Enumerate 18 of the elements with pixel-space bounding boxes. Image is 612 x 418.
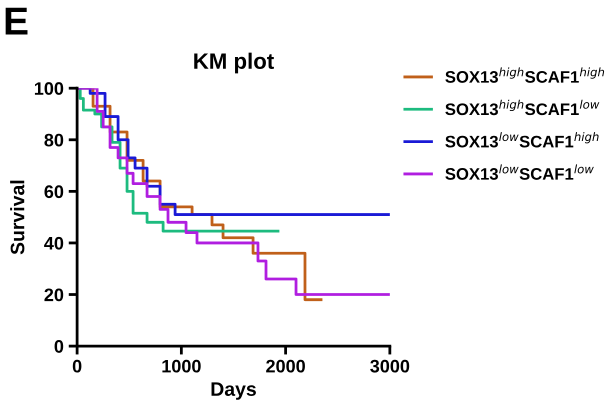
- y-tick-label: 20: [44, 288, 64, 302]
- x-tick-label: 1000: [162, 360, 201, 373]
- y-axis-title: Survival: [10, 180, 24, 254]
- legend-label: SOX13$^{high}$SCAF1$^{low}$: [445, 100, 600, 116]
- legend-label: SOX13$^{high}$SCAF1$^{high}$: [445, 67, 604, 83]
- y-tick-label: 100: [34, 82, 64, 95]
- chart-title: KM plot: [194, 52, 274, 74]
- x-tick-label: 2000: [266, 360, 305, 373]
- x-tick-label: 3000: [370, 360, 410, 373]
- x-tick-label: 0: [72, 360, 82, 373]
- y-tick-label: 0: [54, 340, 64, 353]
- legend-label: SOX13$^{low}$SCAF1$^{high}$: [445, 132, 599, 148]
- y-tick-label: 80: [44, 134, 64, 146]
- x-axis-title: Days: [212, 382, 256, 400]
- text: E: [6, 8, 28, 34]
- y-tick-label: 40: [44, 236, 64, 250]
- legend-label: SOX13$^{low}$SCAF1$^{low}$: [445, 164, 594, 180]
- y-tick-label: 60: [44, 185, 64, 198]
